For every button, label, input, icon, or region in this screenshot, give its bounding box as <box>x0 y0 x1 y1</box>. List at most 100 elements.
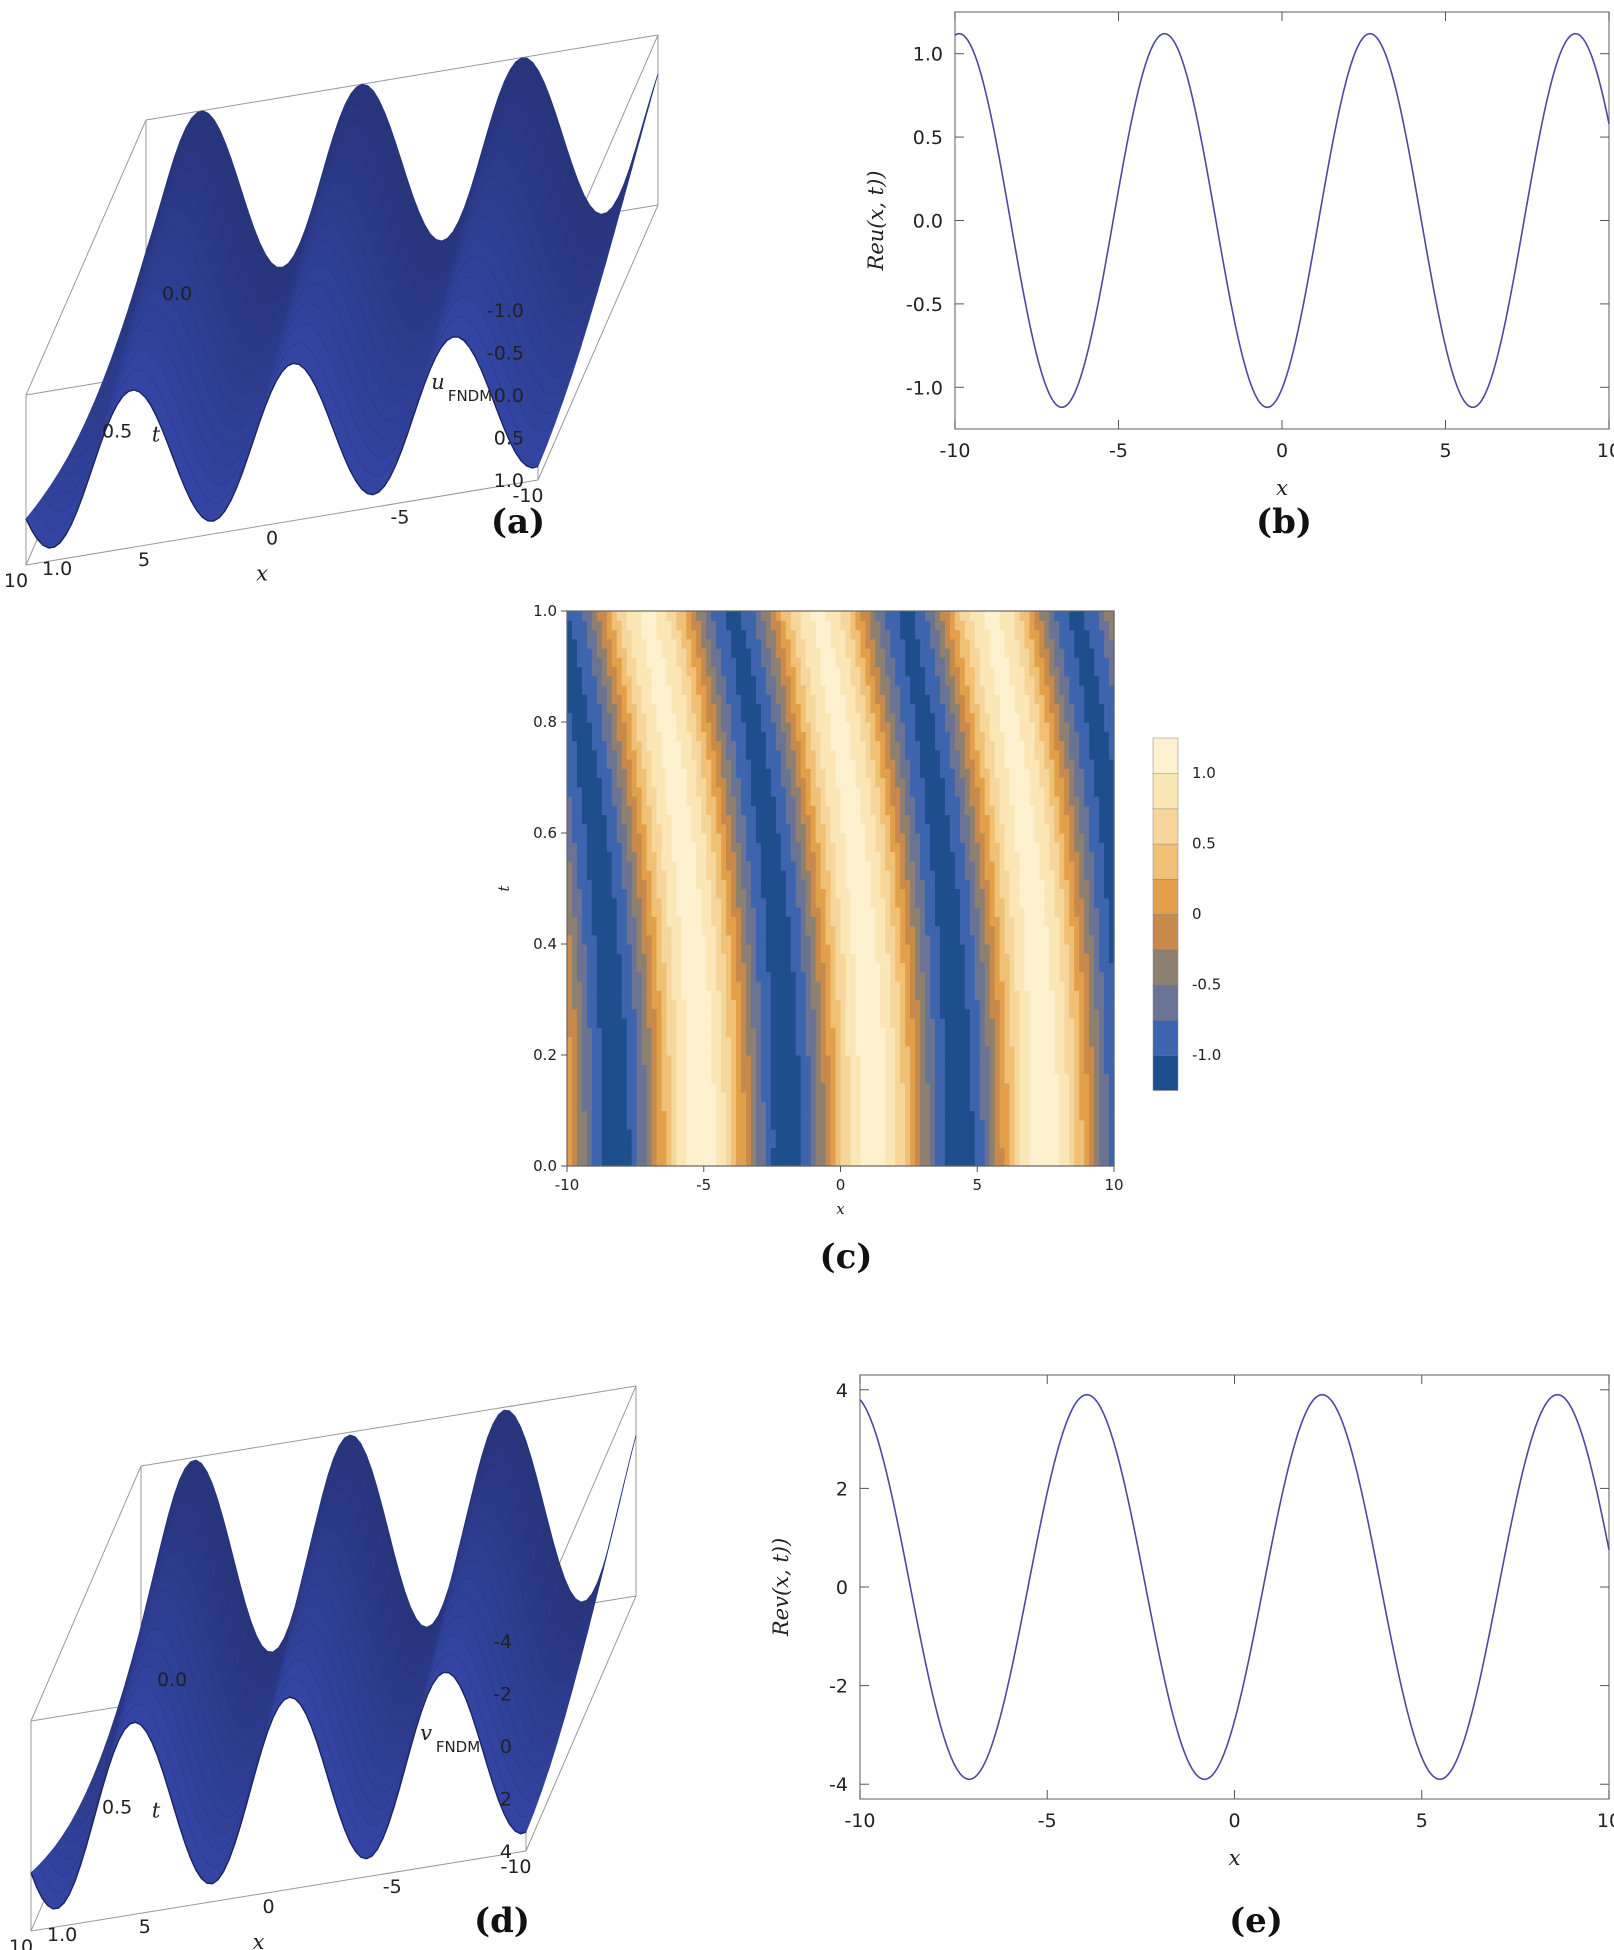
contour-cell <box>711 888 717 899</box>
contour-cell <box>616 1055 623 1065</box>
contour-cell <box>855 1045 861 1056</box>
contour-cell <box>815 1092 822 1102</box>
contour-cell <box>795 1064 802 1075</box>
contour-cell <box>979 1045 986 1056</box>
contour-cell <box>865 981 871 991</box>
contour-cell <box>855 1073 861 1084</box>
contour-cell <box>1024 999 1031 1010</box>
contour-cell <box>1024 888 1031 899</box>
contour-cell <box>845 768 852 779</box>
contour-cell <box>840 851 847 862</box>
contour-cell <box>974 1073 981 1084</box>
contour-cell <box>999 759 1006 769</box>
contour-cell <box>651 1101 658 1112</box>
contour-cell <box>1109 999 1115 1010</box>
contour-cell <box>870 1138 876 1149</box>
contour-cell <box>591 888 598 899</box>
contour-cell <box>820 1101 827 1112</box>
contour-cell <box>1054 768 1060 779</box>
contour-cell <box>755 1018 762 1028</box>
contour-cell <box>606 1092 613 1102</box>
contour-cell <box>895 1008 901 1019</box>
contour-cell <box>765 777 772 788</box>
contour-cell <box>1034 1110 1041 1121</box>
contour-cell <box>741 1045 747 1056</box>
contour-cell <box>775 1064 782 1075</box>
contour-cell <box>1084 1129 1090 1139</box>
contour-cell <box>606 953 613 964</box>
contour-cell <box>820 1147 827 1158</box>
contour-cell <box>691 833 697 843</box>
contour-cell <box>875 925 881 936</box>
contour-cell <box>825 1156 832 1167</box>
contour-cell <box>930 1101 936 1112</box>
contour-cell <box>656 981 663 991</box>
contour-cell <box>939 860 946 871</box>
contour-cell <box>830 814 837 825</box>
contour-cell <box>910 860 916 871</box>
contour-cell <box>830 916 837 927</box>
contour-cell <box>1039 851 1045 862</box>
contour-cell <box>1109 1138 1115 1149</box>
contour-cell <box>855 786 861 797</box>
contour-cell <box>830 1008 837 1019</box>
contour-cell <box>865 962 871 973</box>
contour-cell <box>984 934 991 945</box>
contour-cell <box>1029 925 1036 936</box>
contour-cell <box>1019 1055 1026 1065</box>
contour-cell <box>1079 823 1085 834</box>
contour-cell <box>920 768 926 779</box>
contour-cell <box>820 786 827 797</box>
contour-cell <box>1009 990 1016 1001</box>
contour-cell <box>969 1092 976 1102</box>
contour-cell <box>1029 823 1036 834</box>
contour-cell <box>885 990 891 1001</box>
contour-cell <box>755 934 762 945</box>
contour-cell <box>850 1101 857 1112</box>
contour-cell <box>835 897 842 908</box>
contour-cell <box>626 1036 633 1047</box>
contour-cell <box>865 944 871 954</box>
contour-cell <box>815 1073 822 1084</box>
contour-cell <box>925 1055 931 1065</box>
contour-cell <box>770 768 777 779</box>
contour-cell <box>696 814 702 825</box>
contour-cell <box>885 1008 891 1019</box>
contour-cell <box>1084 860 1090 871</box>
contour-cell <box>721 814 727 825</box>
contour-cell <box>760 1138 767 1149</box>
contour-cell <box>611 999 618 1010</box>
contour-cell <box>800 1027 807 1038</box>
contour-cell <box>1084 1055 1090 1065</box>
contour-cell <box>905 1073 911 1084</box>
contour-cell <box>895 879 901 890</box>
contour-cell <box>611 851 618 862</box>
contour-cell <box>900 1018 906 1028</box>
contour-cell <box>681 1045 687 1056</box>
contour-cell <box>1029 1119 1036 1130</box>
contour-cell <box>885 814 891 825</box>
contour-cell <box>969 944 976 954</box>
contour-cell <box>1079 1073 1085 1084</box>
contour-cell <box>1034 1073 1041 1084</box>
contour-cell <box>606 1055 613 1065</box>
contour-cell <box>581 1045 588 1056</box>
contour-cell <box>870 786 876 797</box>
contour-cell <box>860 1156 866 1167</box>
contour-cell <box>964 1101 971 1112</box>
contour-cell <box>939 897 946 908</box>
contour-cell <box>721 1101 727 1112</box>
contour-cell <box>1014 1082 1021 1093</box>
contour-cell <box>651 777 658 788</box>
contour-cell <box>825 749 832 760</box>
contour-cell <box>1099 981 1105 991</box>
contour-cell <box>865 1092 871 1102</box>
contour-cell <box>1104 1110 1110 1121</box>
contour-cell <box>586 1045 593 1056</box>
contour-cell <box>646 934 653 945</box>
contour-cell <box>765 916 772 927</box>
contour-cell <box>1069 1027 1075 1038</box>
contour-cell <box>1084 1101 1090 1112</box>
contour-cell <box>905 1036 911 1047</box>
contour-cell <box>691 907 697 917</box>
